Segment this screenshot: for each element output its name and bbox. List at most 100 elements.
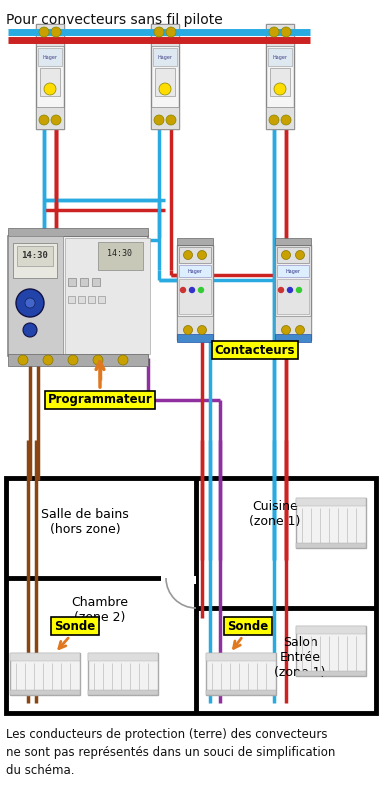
Bar [68, 278, 76, 286]
Bar [151, 24, 179, 46]
Circle shape [281, 326, 291, 334]
Circle shape [25, 298, 35, 308]
Circle shape [118, 355, 128, 365]
Circle shape [159, 83, 171, 95]
Bar [36, 24, 64, 129]
Circle shape [184, 251, 192, 259]
Circle shape [18, 355, 28, 365]
Bar [296, 498, 366, 548]
Bar [36, 24, 64, 46]
Bar [88, 653, 158, 661]
Circle shape [68, 355, 78, 365]
Text: Contacteurs: Contacteurs [215, 344, 295, 357]
Circle shape [296, 287, 301, 292]
Text: Salle de bains
(hors zone): Salle de bains (hors zone) [41, 508, 129, 536]
Circle shape [16, 289, 44, 317]
Bar [275, 238, 311, 245]
Text: Hager: Hager [273, 54, 288, 60]
Circle shape [181, 287, 186, 292]
Bar [206, 690, 276, 695]
Bar [8, 236, 148, 356]
Bar [277, 279, 309, 314]
Circle shape [166, 115, 176, 125]
Circle shape [198, 326, 206, 334]
Bar [10, 690, 80, 695]
Circle shape [274, 83, 286, 95]
Bar [153, 48, 177, 66]
Text: Hager: Hager [157, 54, 172, 60]
Bar [206, 653, 276, 695]
Bar [8, 228, 148, 236]
Bar [177, 334, 213, 342]
Bar [270, 68, 290, 96]
Text: Hager: Hager [187, 268, 203, 274]
Circle shape [166, 27, 176, 37]
Bar [296, 626, 366, 634]
Bar [177, 245, 213, 340]
Text: Hager: Hager [42, 54, 57, 60]
Circle shape [51, 27, 61, 37]
Bar [36, 107, 64, 129]
Text: Pour convecteurs sans fil pilote: Pour convecteurs sans fil pilote [6, 13, 223, 27]
Circle shape [281, 251, 291, 259]
Circle shape [269, 27, 279, 37]
Text: Sonde: Sonde [54, 619, 95, 633]
Circle shape [296, 326, 305, 334]
Circle shape [184, 326, 192, 334]
Bar [98, 242, 143, 270]
Circle shape [154, 27, 164, 37]
Bar [177, 238, 213, 245]
Bar [92, 278, 100, 286]
Bar [161, 576, 196, 583]
Text: Cuisine
(zone 1): Cuisine (zone 1) [249, 500, 301, 528]
Text: Hager: Hager [286, 268, 301, 274]
Bar [266, 24, 294, 46]
Bar [65, 238, 150, 354]
Bar [78, 296, 85, 303]
Circle shape [296, 251, 305, 259]
Bar [266, 107, 294, 129]
Bar [8, 236, 63, 356]
Bar [266, 24, 294, 129]
Bar [268, 48, 292, 66]
Bar [151, 107, 179, 129]
Bar [275, 245, 311, 340]
Text: Salon
Entrée
(zone 1): Salon Entrée (zone 1) [274, 636, 326, 679]
Circle shape [288, 287, 293, 292]
Bar [88, 296, 95, 303]
Circle shape [23, 323, 37, 337]
Bar [151, 24, 179, 129]
Bar [179, 247, 211, 263]
Bar [98, 296, 105, 303]
Text: Chambre
(zone 2): Chambre (zone 2) [72, 596, 129, 624]
Bar [68, 296, 75, 303]
Bar [179, 265, 211, 277]
Bar [177, 316, 213, 340]
Text: Les conducteurs de protection (terre) des convecteurs
ne sont pas représentés da: Les conducteurs de protection (terre) de… [6, 728, 335, 777]
Bar [17, 246, 53, 266]
Text: Sonde: Sonde [228, 619, 269, 633]
Circle shape [51, 115, 61, 125]
Text: Programmateur: Programmateur [48, 393, 152, 407]
Bar [277, 265, 309, 277]
Bar [13, 243, 57, 278]
Bar [88, 653, 158, 695]
Circle shape [198, 251, 206, 259]
Bar [277, 247, 309, 263]
Bar [38, 48, 62, 66]
Bar [296, 498, 366, 506]
Circle shape [278, 287, 283, 292]
Bar [296, 543, 366, 548]
Bar [88, 690, 158, 695]
Bar [206, 653, 276, 661]
Bar [40, 68, 60, 96]
Bar [155, 68, 175, 96]
Circle shape [199, 287, 204, 292]
Circle shape [154, 115, 164, 125]
Bar [296, 671, 366, 676]
Bar [10, 653, 80, 695]
Bar [10, 653, 80, 661]
Circle shape [281, 115, 291, 125]
Circle shape [44, 83, 56, 95]
Circle shape [39, 115, 49, 125]
